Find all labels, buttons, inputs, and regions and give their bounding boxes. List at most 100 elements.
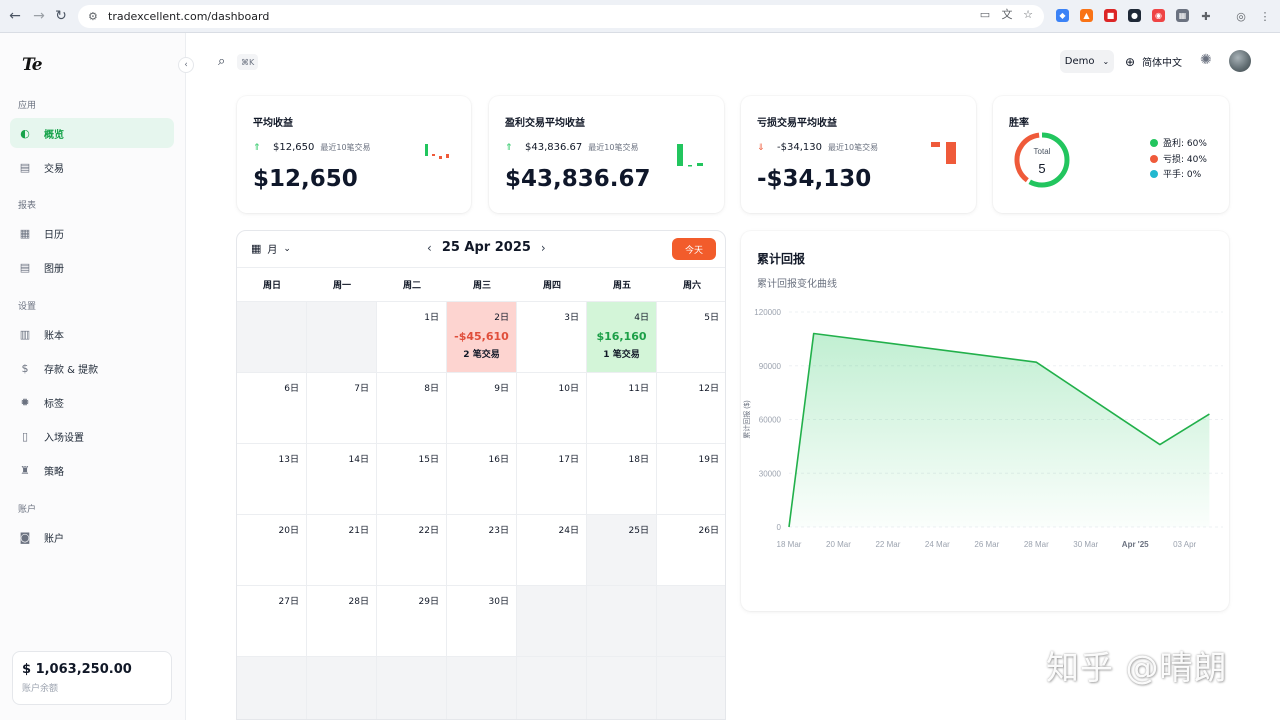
stat-sub-value: $43,836.67 xyxy=(525,142,583,153)
sidebar-item-label: 账户 xyxy=(44,533,64,545)
sidebar-item-calendar[interactable]: ▦ 日历 xyxy=(10,218,174,248)
account-balance-value: $ 1,063,250.00 xyxy=(22,662,132,677)
calendar-day-cell[interactable]: 9日 xyxy=(447,373,517,444)
stat-title: 盈利交易平均收益 xyxy=(505,118,585,129)
sidebar-item-account[interactable]: ◙ 账户 xyxy=(10,522,174,552)
calendar-day-cell[interactable]: 4日 $16,160 1 笔交易 xyxy=(587,302,657,373)
sidebar-item-gallery[interactable]: ▤ 图册 xyxy=(10,252,174,282)
weekday-label: 周五 xyxy=(612,281,631,291)
calendar-day-cell[interactable]: 1日 xyxy=(377,302,447,373)
language-switcher[interactable]: ⊕ 简体中文 xyxy=(1125,54,1182,70)
back-icon[interactable]: ← xyxy=(9,8,21,24)
calendar-day-cell[interactable]: 28日 xyxy=(307,586,377,657)
extension-2-icon[interactable]: ▲ xyxy=(1080,9,1093,22)
calendar-day-cell[interactable]: 10日 xyxy=(517,373,587,444)
calendar-day-cell[interactable]: 7日 xyxy=(307,373,377,444)
cast-icon[interactable]: ▭ xyxy=(979,7,991,21)
forward-icon[interactable]: → xyxy=(33,8,45,24)
search-icon[interactable]: ⌕ xyxy=(218,54,226,69)
day-number: 18日 xyxy=(628,455,649,465)
donut-loss-segment xyxy=(1014,132,1070,188)
calendar-day-cell[interactable]: 25日 xyxy=(587,515,657,586)
day-number: 13日 xyxy=(278,455,299,465)
account-balance-label: 账户余额 xyxy=(22,684,59,694)
stat-title: 平均收益 xyxy=(253,118,293,129)
calendar-day-cell[interactable]: 5日 xyxy=(657,302,725,373)
stat-title: 亏损交易平均收益 xyxy=(757,118,837,129)
translate-icon[interactable]: 文 xyxy=(1001,8,1013,21)
calendar-day-cell[interactable]: 14日 xyxy=(307,444,377,515)
sidebar-item-tags[interactable]: ✹ 标签 xyxy=(10,387,174,417)
x-tick-label: 30 Mar xyxy=(1073,540,1098,549)
calendar-day-cell[interactable]: 15日 xyxy=(377,444,447,515)
calendar-day-cell[interactable]: 16日 xyxy=(447,444,517,515)
calendar-day-cell[interactable]: 12日 xyxy=(657,373,725,444)
bookmark-star-icon[interactable]: ☆ xyxy=(1023,7,1033,21)
y-tick-label: 60000 xyxy=(759,416,782,425)
settings-gear-icon[interactable]: ✺ xyxy=(1200,52,1212,68)
dollar-icon: $ xyxy=(21,361,29,375)
calendar-view-select[interactable]: ▦ 月 ⌄ xyxy=(251,241,291,256)
day-number: 3日 xyxy=(564,313,579,323)
sidebar-item-strategy[interactable]: ♜ 策略 xyxy=(10,455,174,485)
address-bar[interactable]: ⚙ tradexcellent.com/dashboard xyxy=(78,5,1044,28)
x-tick-label: 26 Mar xyxy=(974,540,999,549)
app-logo[interactable]: Te xyxy=(22,55,42,75)
extension-5-icon[interactable]: ◉ xyxy=(1152,9,1165,22)
extensions-puzzle-icon[interactable]: ✚ xyxy=(1201,9,1211,23)
donut-center-value: 5 xyxy=(1038,161,1045,176)
calendar-day-cell[interactable]: 2日 -$45,610 2 笔交易 xyxy=(447,302,517,373)
calendar-day-cell[interactable]: 21日 xyxy=(307,515,377,586)
calendar-day-cell[interactable]: 24日 xyxy=(517,515,587,586)
tag-icon: ✹ xyxy=(20,395,30,409)
sidebar-item-overview[interactable]: ◐ 概览 xyxy=(10,118,174,148)
x-tick-label: 18 Mar xyxy=(777,540,802,549)
calendar-day-cell[interactable]: 30日 xyxy=(447,586,517,657)
stat-note: 最近10笔交易 xyxy=(588,143,639,152)
reload-icon[interactable]: ↻ xyxy=(55,8,67,24)
sidebar-item-entry-settings[interactable]: ▯ 入场设置 xyxy=(10,421,174,451)
calendar-day-cell[interactable]: 26日 xyxy=(657,515,725,586)
calendar-day-cell[interactable]: 11日 xyxy=(587,373,657,444)
extension-4-icon[interactable]: ● xyxy=(1128,9,1141,22)
calendar-day-cell[interactable]: 27日 xyxy=(237,586,307,657)
calendar-day-cell[interactable]: 6日 xyxy=(237,373,307,444)
weekday-label: 周三 xyxy=(472,281,491,291)
prev-month-button[interactable]: ‹ xyxy=(427,240,432,255)
sidebar-item-trades[interactable]: ▤ 交易 xyxy=(10,152,174,182)
calendar-day-cell[interactable]: 13日 xyxy=(237,444,307,515)
calendar-day-cell[interactable]: 20日 xyxy=(237,515,307,586)
account-select[interactable]: Demo ⌄ xyxy=(1060,50,1114,73)
day-number: 15日 xyxy=(418,455,439,465)
avatar[interactable] xyxy=(1229,50,1251,72)
calendar-day-cell[interactable]: 18日 xyxy=(587,444,657,515)
extension-1-icon[interactable]: ◆ xyxy=(1056,9,1069,22)
extension-6-icon[interactable]: ▦ xyxy=(1176,9,1189,22)
calendar-day-cell[interactable]: 19日 xyxy=(657,444,725,515)
next-month-button[interactable]: › xyxy=(540,240,546,255)
menu-dots-icon[interactable]: ⋮ xyxy=(1259,9,1271,23)
day-number: 14日 xyxy=(348,455,369,465)
extension-3-icon[interactable]: ■ xyxy=(1104,9,1117,22)
day-number: 25日 xyxy=(628,526,649,536)
calendar-day-cell[interactable]: 22日 xyxy=(377,515,447,586)
calendar-day-cell[interactable]: 17日 xyxy=(517,444,587,515)
calendar-day-cell[interactable]: 8日 xyxy=(377,373,447,444)
site-info-icon[interactable]: ⚙ xyxy=(88,10,98,23)
search-shortcut[interactable]: ⌘K xyxy=(237,54,259,70)
calendar-day-cell[interactable]: 29日 xyxy=(377,586,447,657)
calendar-empty-cell xyxy=(307,657,377,719)
day-number: 23日 xyxy=(488,526,509,536)
stat-note: 最近10笔交易 xyxy=(320,143,371,152)
sidebar-item-deposits[interactable]: $ 存款 & 提款 xyxy=(10,353,174,383)
calendar-day-cell[interactable]: 3日 xyxy=(517,302,587,373)
calendar-day-cell[interactable]: 23日 xyxy=(447,515,517,586)
x-tick-label: 22 Mar xyxy=(875,540,900,549)
cumulative-return-chart: 0 30000 60000 90000 120000 18 Mar 20 Mar 22 Mar… xyxy=(742,308,1223,549)
today-button[interactable]: 今天 xyxy=(672,238,716,260)
collapse-sidebar-button[interactable]: ‹ xyxy=(178,57,194,73)
browser-toolbar: ← → ↻ ⚙ tradexcellent.com/dashboard ▭ 文 … xyxy=(0,0,1280,33)
day-number: 21日 xyxy=(348,526,369,536)
sidebar-item-ledger[interactable]: ▥ 账本 xyxy=(10,319,174,349)
profile-icon[interactable]: ◎ xyxy=(1236,9,1246,23)
